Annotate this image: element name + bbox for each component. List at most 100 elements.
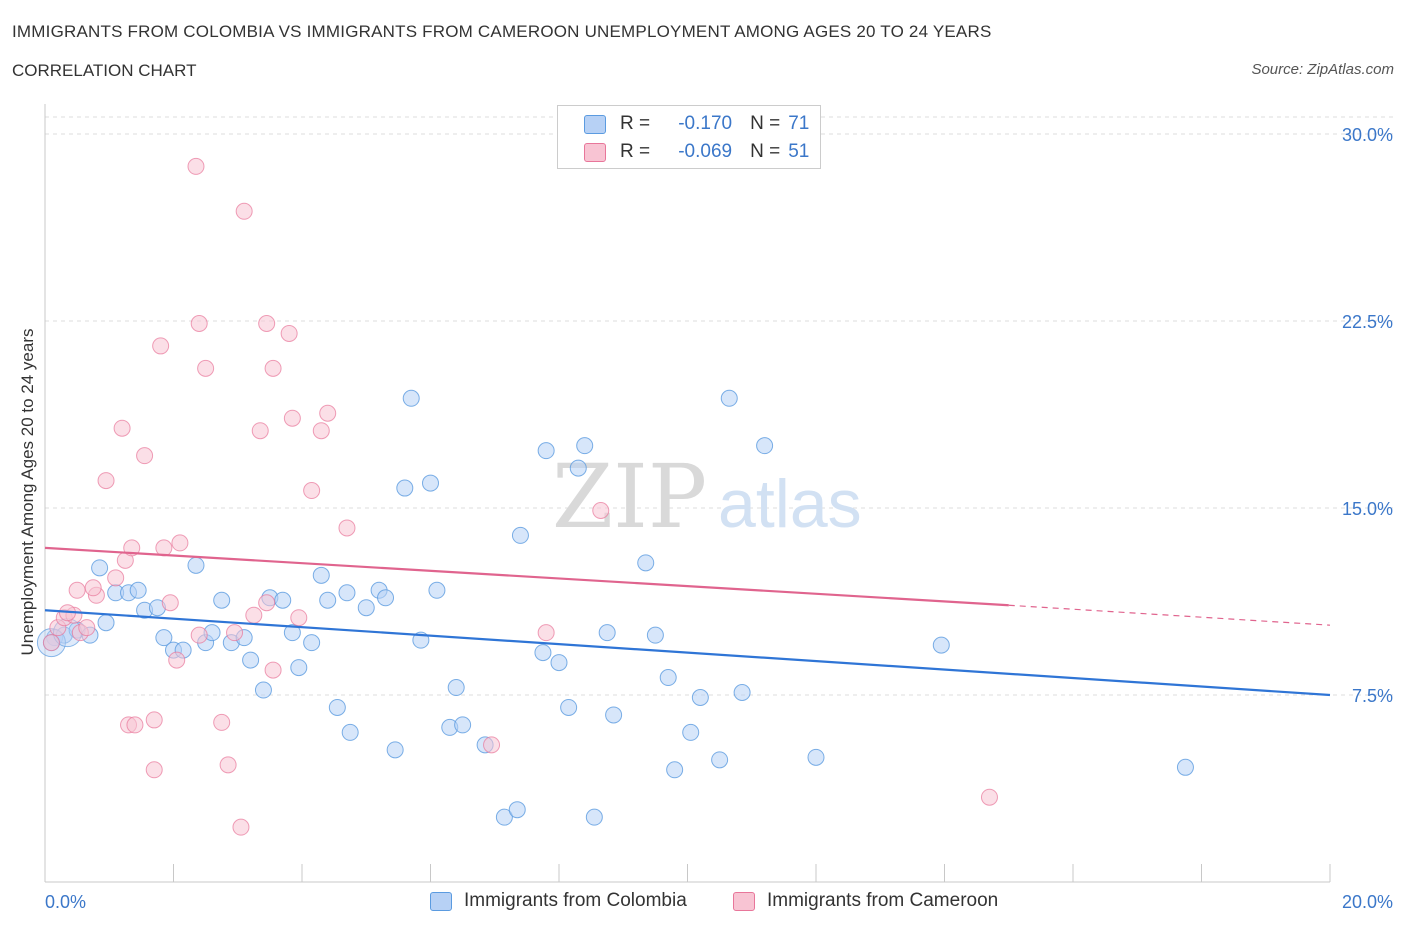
y-tick-label: 30.0%	[1342, 125, 1393, 145]
data-point-colombia	[422, 474, 439, 492]
data-point-colombia	[711, 751, 729, 769]
data-point-colombia	[585, 808, 603, 826]
data-point-colombia	[319, 591, 337, 609]
data-point-colombia	[312, 566, 330, 584]
stats-legend: R = -0.170 N = 71 R = -0.069 N = 51	[557, 105, 821, 169]
data-point-colombia	[659, 669, 677, 687]
data-point-cameroon	[171, 534, 189, 552]
trend-line-cameroon	[44, 546, 1009, 607]
data-point-cameroon	[235, 202, 253, 220]
data-point-colombia	[691, 688, 709, 706]
legend-r-value: -0.170	[678, 113, 733, 134]
data-point-colombia	[97, 614, 115, 632]
data-point-colombia	[495, 808, 513, 826]
data-point-cameroon	[197, 359, 215, 377]
bottom-legend-cameroon-label: Immigrants from Cameroon	[767, 890, 999, 911]
watermark-atlas: atlas	[718, 466, 862, 542]
data-point-cameroon	[258, 314, 276, 332]
data-point-cameroon	[213, 713, 231, 731]
series-cameroon	[42, 157, 998, 836]
data-point-colombia	[756, 437, 774, 455]
data-point-colombia	[733, 684, 751, 702]
legend-r-value: -0.069	[678, 141, 733, 162]
legend-r-label: R =	[620, 141, 651, 162]
bottom-swatch-colombia	[430, 891, 452, 911]
data-point-cameroon	[219, 756, 237, 774]
data-point-cameroon	[245, 606, 263, 624]
source-note: Source: ZipAtlas.com	[1251, 61, 1394, 78]
data-point-cameroon	[145, 711, 163, 729]
data-point-colombia	[386, 741, 404, 759]
data-point-cameroon	[980, 788, 998, 806]
data-point-colombia	[646, 626, 664, 644]
data-point-cameroon	[226, 624, 244, 642]
data-point-cameroon	[187, 157, 205, 175]
data-point-cameroon	[113, 419, 131, 437]
data-point-cameroon	[78, 619, 96, 637]
data-point-colombia	[396, 479, 414, 497]
chart-title: IMMIGRANTS FROM COLOMBIA VS IMMIGRANTS F…	[12, 22, 992, 41]
legend-n-label: N =	[750, 141, 781, 162]
data-point-colombia	[155, 629, 173, 647]
data-point-colombia	[377, 589, 395, 607]
data-point-colombia	[666, 761, 684, 779]
data-point-cameroon	[42, 634, 60, 652]
data-point-cameroon	[161, 594, 179, 612]
data-point-cameroon	[251, 422, 269, 440]
data-point-colombia	[508, 801, 526, 819]
data-point-colombia	[213, 591, 231, 609]
data-point-cameroon	[145, 761, 163, 779]
data-point-cameroon	[283, 409, 301, 427]
data-point-cameroon	[168, 651, 186, 669]
data-point-colombia	[560, 698, 578, 716]
data-point-cameroon	[136, 447, 154, 465]
data-point-colombia	[187, 556, 205, 574]
data-point-colombia	[428, 581, 446, 599]
data-point-colombia	[242, 651, 260, 669]
data-point-cameroon	[107, 569, 125, 587]
data-point-cameroon	[97, 472, 115, 490]
data-point-cameroon	[258, 594, 276, 612]
data-point-cameroon	[592, 501, 610, 519]
data-point-colombia	[807, 748, 825, 766]
data-point-colombia	[534, 644, 552, 662]
y-tick-label: 15.0%	[1342, 499, 1393, 519]
data-point-colombia	[550, 654, 568, 672]
data-point-cameroon	[152, 337, 170, 355]
x-tick-label: 20.0%	[1342, 892, 1393, 912]
data-point-colombia	[569, 459, 587, 477]
bottom-legend-cameroon: Immigrants from Cameroon	[733, 890, 998, 912]
data-point-colombia	[932, 636, 950, 654]
data-point-colombia	[598, 624, 616, 642]
data-point-cameroon	[126, 716, 144, 734]
axes	[44, 104, 1331, 883]
x-tick-label: 0.0%	[45, 892, 86, 912]
legend-swatch-cameroon	[584, 142, 606, 162]
chart-subtitle: CORRELATION CHART	[12, 61, 197, 80]
data-point-colombia	[454, 716, 472, 734]
legend-n-label: N =	[750, 113, 781, 134]
legend-row-colombia: R = -0.170 N = 71	[584, 112, 809, 136]
data-point-colombia	[129, 581, 147, 599]
data-point-cameroon	[190, 626, 208, 644]
data-point-colombia	[338, 584, 356, 602]
data-point-cameroon	[537, 624, 555, 642]
bottom-legend-colombia-label: Immigrants from Colombia	[464, 890, 687, 911]
data-point-colombia	[91, 559, 109, 577]
data-point-colombia	[357, 599, 375, 617]
tick-labels: 7.5% 15.0% 22.5% 30.0% 0.0% 20.0%	[45, 125, 1393, 912]
data-point-cameroon	[84, 579, 102, 597]
data-point-colombia	[720, 389, 738, 407]
legend-row-cameroon: R = -0.069 N = 51	[584, 140, 809, 164]
y-tick-label: 7.5%	[1352, 686, 1393, 706]
data-point-colombia	[605, 706, 623, 724]
data-point-colombia	[682, 723, 700, 741]
legend-r-label: R =	[620, 113, 651, 134]
legend-swatch-colombia	[584, 114, 606, 134]
data-point-cameroon	[319, 404, 337, 422]
data-point-cameroon	[338, 519, 356, 537]
legend-n-value: 71	[788, 113, 810, 134]
data-point-cameroon	[68, 581, 86, 599]
data-point-colombia	[511, 526, 529, 544]
data-point-colombia	[576, 437, 594, 455]
